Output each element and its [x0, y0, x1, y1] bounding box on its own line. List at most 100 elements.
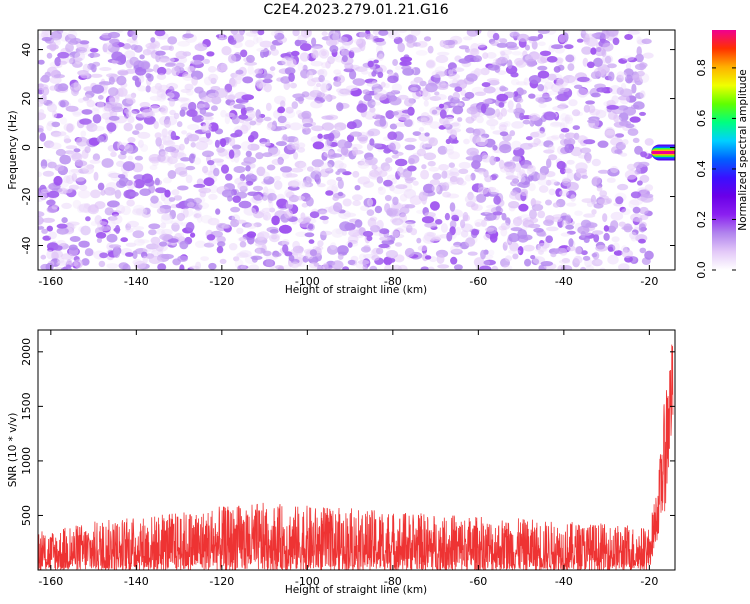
spectrogram-cell	[602, 54, 614, 64]
spectrogram-cell	[560, 232, 571, 237]
spectrogram-cell	[408, 84, 421, 93]
spectrogram-cell	[114, 224, 121, 234]
spectrogram-cell	[511, 140, 522, 151]
spectrogram-cell	[193, 213, 202, 219]
spectrogram-cell	[484, 227, 495, 232]
spectrogram-cell	[158, 55, 170, 63]
spectrogram-cell	[636, 36, 642, 45]
spectrogram-cell	[500, 107, 508, 117]
spectrogram-cell	[313, 262, 320, 267]
spectrogram-cell	[316, 69, 325, 75]
spectrogram-cell	[421, 194, 428, 205]
spectrogram-cell	[239, 236, 247, 242]
spectrogram-cell	[80, 130, 87, 137]
spectrogram-cell	[175, 203, 184, 209]
spectrogram-panel: -160 -140 -120 -100 -80 -60 -40 -20 -40 -20 0 20 40…	[7, 29, 676, 296]
spectrogram-cell	[639, 90, 646, 99]
spectrogram-cell	[265, 259, 274, 267]
spectrogram-cell	[203, 177, 215, 187]
spectrogram-cell	[270, 48, 279, 56]
spectrogram-cell	[595, 109, 603, 114]
spectrogram-cell	[70, 82, 82, 93]
spectrogram-cell	[540, 261, 553, 267]
spectrogram-cell	[410, 87, 418, 91]
spectrogram-cell	[167, 238, 179, 243]
spectrogram-cell	[139, 188, 151, 196]
spectrogram-cell	[525, 136, 533, 141]
spectrogram-cell	[247, 170, 254, 176]
spectrogram-cell	[489, 233, 498, 243]
spectrogram-cell	[177, 232, 185, 240]
spectrogram-cell	[289, 82, 297, 89]
spectrogram-cell	[293, 151, 299, 160]
spectrogram-cell	[198, 202, 210, 210]
spectrogram-cell	[386, 210, 393, 216]
spectrogram-cell	[463, 138, 470, 145]
spectrogram-cell	[262, 152, 273, 158]
spectrogram-noise	[38, 30, 654, 270]
spectrogram-cell	[256, 232, 265, 241]
spectrogram-cell	[591, 158, 601, 167]
spectrogram-cell	[495, 205, 502, 212]
spectrogram-cell	[92, 125, 105, 132]
spectrogram-cell	[331, 184, 339, 193]
spectrogram-cell	[154, 30, 166, 37]
spectrogram-cell	[508, 201, 520, 209]
spectrogram-cell	[83, 94, 93, 103]
spectrogram-cell	[67, 30, 78, 39]
spectrogram-cell	[311, 159, 324, 168]
spectrogram-cell	[63, 138, 72, 143]
x-tick-label: -80	[384, 575, 402, 588]
spectrogram-cell	[376, 50, 385, 59]
spectrogram-cell	[286, 58, 297, 68]
spectrogram-cell	[98, 226, 111, 232]
spectrogram-cell	[46, 122, 53, 131]
spectrogram-cell	[481, 82, 491, 88]
spectrogram-cell	[336, 102, 344, 112]
spectrogram-cell	[404, 119, 413, 127]
spectrogram-cell	[339, 221, 352, 232]
spectrogram-cell	[367, 60, 374, 68]
spectrogram-cell	[488, 249, 495, 256]
spectrogram-cell	[354, 38, 363, 45]
spectrogram-cell	[327, 159, 335, 168]
spectrogram-cell	[495, 57, 508, 64]
spectrogram-cell	[59, 60, 67, 65]
spectrogram-cell	[515, 81, 528, 86]
spectrogram-cell	[576, 38, 584, 43]
spectrogram-cell	[154, 177, 160, 186]
spectrogram-cell	[448, 69, 454, 76]
spectrogram-cell	[230, 78, 238, 88]
spectrogram-cell	[528, 93, 536, 99]
spectrogram-cell	[280, 100, 286, 108]
spectrogram-cell	[393, 36, 403, 45]
spectrogram-cell	[106, 233, 118, 243]
spectrogram-cell	[436, 254, 445, 264]
spectrogram-cell	[120, 150, 127, 155]
colorbar: 0.0 0.2 0.4 0.6 0.8 Normalized spectral ampl…	[695, 30, 749, 279]
spectrogram-cell	[392, 196, 399, 206]
y-tick-label: 1500	[20, 392, 33, 420]
spectrogram-cell	[537, 70, 550, 79]
spectrogram-cell	[140, 144, 149, 152]
spectrogram-cell	[295, 195, 306, 201]
spectrogram-cell	[597, 140, 609, 148]
spectrogram-cell	[124, 108, 130, 114]
spectrogram-cell	[38, 216, 44, 226]
spectrogram-cell	[616, 87, 624, 96]
spectrogram-cell	[142, 207, 151, 215]
spectrogram-cell	[530, 53, 544, 59]
spectrogram-cell	[549, 179, 558, 185]
spectrogram-cell	[63, 134, 71, 144]
spectrogram-cell	[269, 233, 280, 243]
spectrogram-cell	[619, 206, 627, 213]
spectrogram-cell	[585, 100, 595, 105]
spectrogram-cell	[256, 36, 263, 44]
spectrogram-cell	[424, 255, 432, 260]
spectrogram-cell	[508, 232, 520, 243]
spectrogram-cell	[132, 230, 145, 239]
spectrogram-cell	[546, 226, 559, 232]
spectrogram-cell	[360, 246, 371, 253]
spectrogram-cell	[404, 137, 417, 143]
spectrogram-cell	[446, 116, 454, 122]
